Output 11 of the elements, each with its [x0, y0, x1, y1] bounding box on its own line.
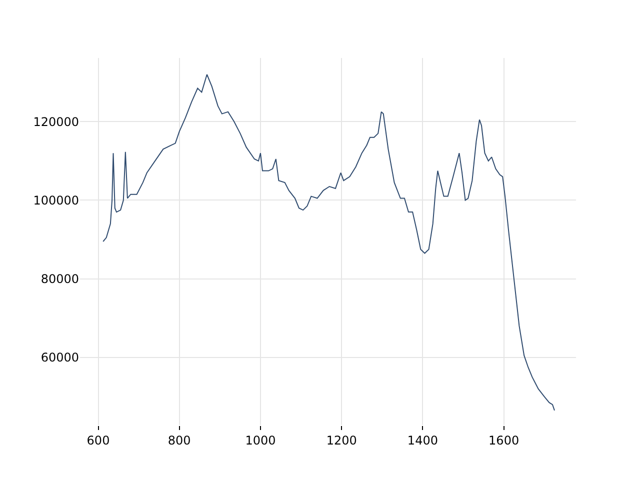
x-tick-label: 1200	[326, 433, 357, 448]
x-tick-label: 600	[86, 433, 110, 448]
y-tick-label: 80000	[40, 272, 79, 286]
y-tick-label: 120000	[33, 114, 79, 129]
line-series	[102, 74, 556, 411]
y-tick-label: 60000	[40, 350, 79, 365]
x-tick-label: 1600	[488, 433, 520, 448]
y-tick-label: 100000	[33, 193, 79, 208]
x-tick-label: 1400	[407, 433, 438, 448]
x-tick-label: 800	[168, 433, 191, 448]
x-tick-label: 1000	[245, 433, 276, 448]
